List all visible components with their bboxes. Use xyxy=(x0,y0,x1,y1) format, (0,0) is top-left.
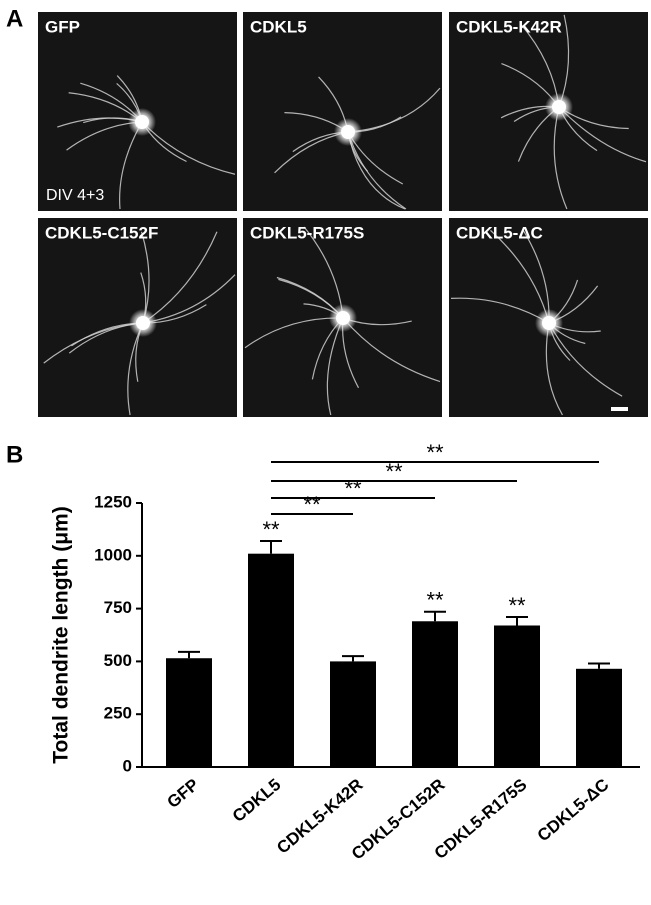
soma xyxy=(552,100,566,114)
image-label: GFP xyxy=(45,17,80,36)
soma xyxy=(336,311,350,325)
micrograph: CDKL5 xyxy=(243,12,442,211)
micrograph: CDKL5-K42R xyxy=(449,12,648,211)
y-tick-label: 0 xyxy=(123,756,132,775)
bar xyxy=(412,621,458,767)
micrograph: CDKL5-R175S xyxy=(243,218,442,417)
image-background xyxy=(243,12,442,211)
y-tick-label: 500 xyxy=(104,651,132,670)
panel-label: B xyxy=(6,441,23,468)
y-tick-label: 1250 xyxy=(94,492,132,511)
y-axis-label: Total dendrite length (μm) xyxy=(50,506,73,763)
significance-label: ** xyxy=(508,593,526,618)
y-tick-label: 1000 xyxy=(94,545,132,564)
micrograph: GFP DIV 4+3 xyxy=(38,12,237,211)
bar-chart: 0 250 500 750 1000 1250 Total dendrite length … xyxy=(50,440,640,864)
image-label: CDKL5-ΔC xyxy=(456,223,543,242)
x-tick-label: GFP xyxy=(163,775,202,812)
comparison-label: ** xyxy=(344,476,362,501)
bar xyxy=(576,668,622,767)
micrograph: CDKL5-C152F xyxy=(38,218,237,417)
bar xyxy=(248,553,294,767)
panel-label: A xyxy=(6,5,23,32)
y-tick-label: 250 xyxy=(104,704,132,723)
significance-label: ** xyxy=(262,517,280,542)
scale-bar xyxy=(611,407,628,411)
significance-label: ** xyxy=(426,588,444,613)
soma xyxy=(542,316,556,330)
soma xyxy=(135,115,149,129)
y-tick-label: 750 xyxy=(104,598,132,617)
image-label: CDKL5-R175S xyxy=(250,223,364,242)
x-tick-label: CDKL5 xyxy=(229,775,285,826)
image-label: CDKL5 xyxy=(250,17,307,36)
bar xyxy=(166,658,212,767)
soma xyxy=(341,125,355,139)
comparison-label: ** xyxy=(385,459,403,484)
micrograph: CDKL5-ΔC xyxy=(449,218,648,417)
image-label: CDKL5-K42R xyxy=(456,17,562,36)
soma xyxy=(136,316,150,330)
bar xyxy=(494,625,540,767)
image-annotation: DIV 4+3 xyxy=(46,187,104,204)
bar xyxy=(330,661,376,767)
image-label: CDKL5-C152F xyxy=(45,223,158,242)
comparison-label: ** xyxy=(303,492,321,517)
comparison-label: ** xyxy=(426,440,444,465)
image-grid: GFP DIV 4+3 CDKL5 CDKL5-K42R CDKL5-C152F CDKL… xyxy=(38,12,648,417)
x-tick-label: CDKL5-ΔC xyxy=(534,775,613,845)
